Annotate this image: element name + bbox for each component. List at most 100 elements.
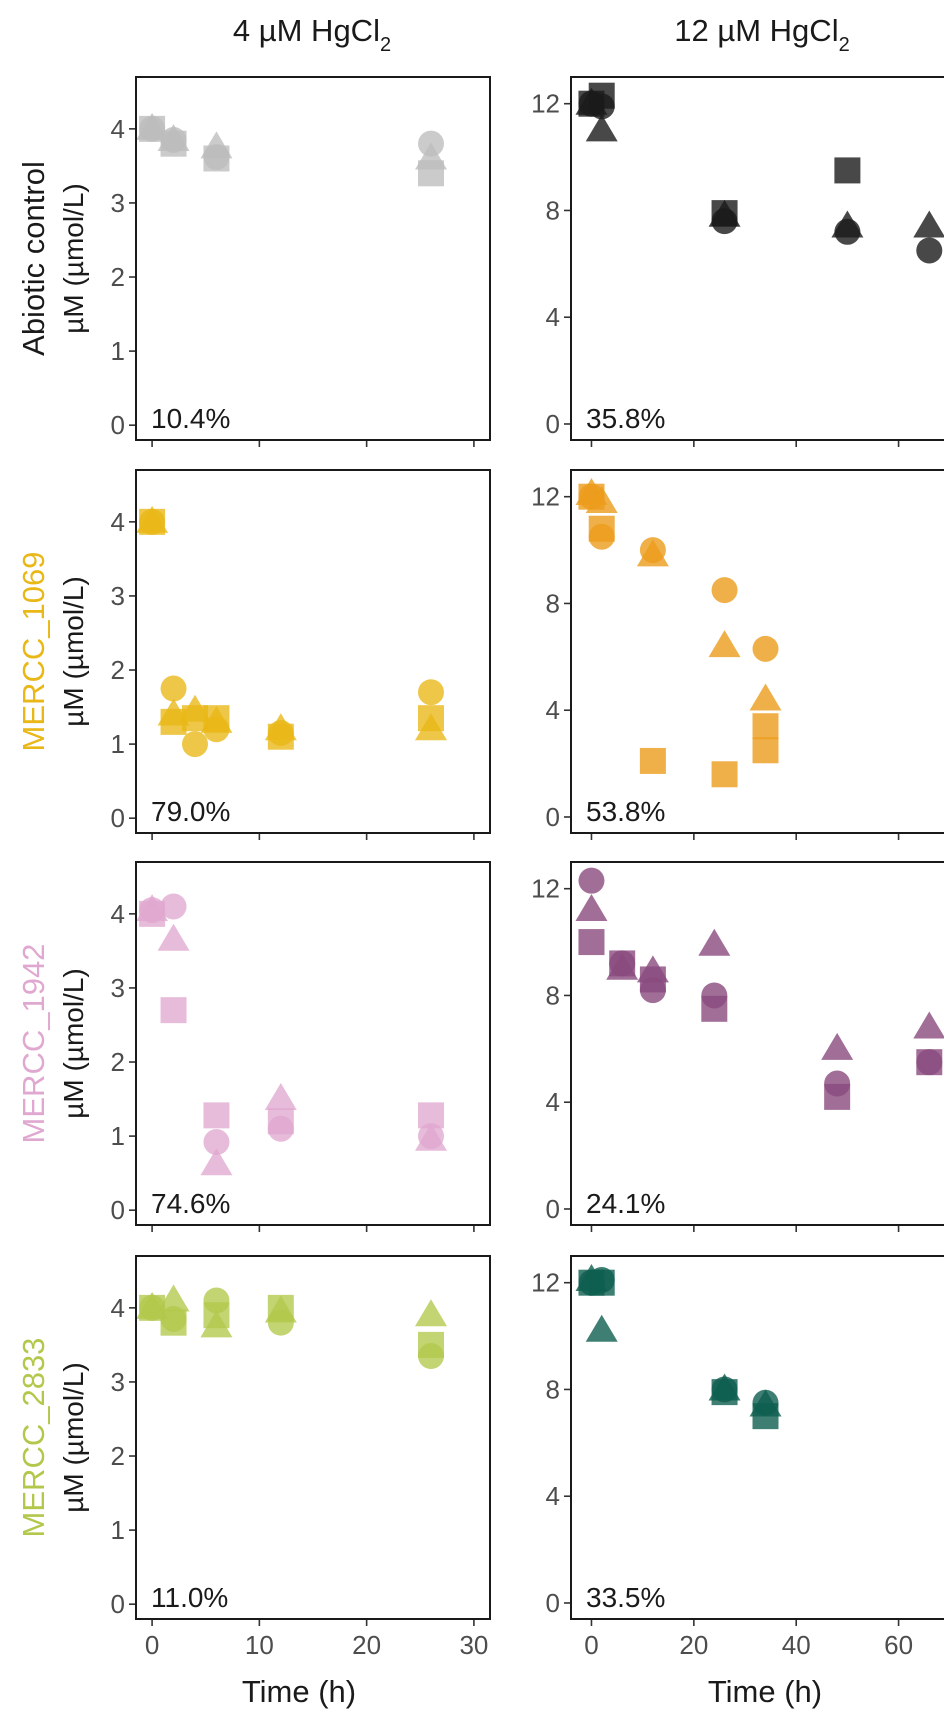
panel-r1-c0: 0 1 2 3 4 79.0% [111,469,491,840]
removal-percent-label: 74.6% [151,1188,230,1219]
data-point-square [752,713,779,740]
data-point-circle [203,1129,230,1156]
data-point-circle [578,867,605,894]
x-axis-title-left: Time (h) [242,1674,356,1709]
y-tick-label: 0 [546,802,560,832]
y-tick-label: 4 [546,302,560,332]
points [136,1284,447,1370]
y-tick-label: 4 [546,1087,560,1117]
data-point-triangle [913,1011,944,1039]
y-tick-label: 12 [531,874,560,904]
y-axis-title: µM (µmol/L) [58,1362,89,1513]
y-tick-label: 8 [546,980,560,1010]
data-point-square [203,1102,230,1129]
panel-border [135,469,491,834]
y-tick-label: 12 [531,89,560,119]
panel-border [570,1255,944,1620]
removal-percent-label: 11.0% [151,1582,228,1613]
column-title-12uM: 12 µM HgCl2 [674,13,849,56]
data-point-triangle [749,683,782,711]
removal-percent-label: 24.1% [586,1188,665,1219]
y-tick-label: 0 [111,410,125,440]
data-point-triangle [708,630,741,658]
row-labels: Abiotic control µM (µmol/L)MERCC_1069 µM (… [16,161,89,1537]
points [575,1264,782,1430]
data-point-square [588,82,615,109]
y-tick-label: 4 [546,695,560,725]
data-point-circle [182,731,208,758]
data-point-square [267,723,294,750]
y-axis-title: µM (µmol/L) [58,183,89,334]
data-point-square [418,1102,444,1129]
panel-r3-c0: 0 1 2 3 4 0 10 20 30 11.0% [111,1255,491,1660]
points [136,112,447,187]
data-point-triangle [585,114,618,142]
data-point-square [834,157,861,184]
data-point-square [418,160,444,187]
data-point-square [639,747,666,774]
data-point-square [578,929,605,956]
y-tick-label: 0 [111,1589,125,1619]
x-tick-label: 20 [679,1630,708,1660]
x-tick-label: 20 [352,1630,381,1660]
y-tick-label: 1 [111,336,125,366]
removal-percent-label: 53.8% [586,796,665,827]
data-point-square [752,1403,779,1430]
data-point-square [588,515,615,542]
y-tick-label: 4 [111,899,125,929]
panel-r2-c1: 0 4 8 12 24.1% [531,861,944,1232]
data-point-square [139,508,166,535]
data-point-circle [752,635,779,662]
y-tick-label: 2 [111,1047,125,1077]
panel-r0-c1: 0 4 8 12 35.8% [531,76,944,447]
panel-r2-c0: 0 1 2 3 4 74.6% [111,861,491,1232]
panel-border [570,861,944,1226]
data-point-square [160,997,187,1024]
removal-percent-label: 10.4% [151,403,230,434]
y-tick-label: 12 [531,1268,560,1298]
data-point-square [418,1331,444,1358]
y-tick-label: 3 [111,1367,125,1397]
removal-percent-label: 33.5% [586,1582,665,1613]
points [136,893,447,1176]
points [575,867,944,1110]
y-tick-label: 3 [111,973,125,1003]
data-point-circle [418,679,444,706]
y-tick-label: 0 [111,1195,125,1225]
row-label: MERCC_1069 [16,552,51,752]
data-point-triangle [698,928,731,956]
data-point-square [609,950,636,977]
points [575,82,944,264]
data-point-triangle [913,210,944,238]
y-tick-label: 3 [111,188,125,218]
y-tick-label: 0 [546,1194,560,1224]
removal-percent-label: 35.8% [586,403,665,434]
removal-percent-label: 79.0% [151,796,230,827]
y-tick-label: 1 [111,1515,125,1545]
data-point-triangle [415,1299,447,1327]
y-axis-title: µM (µmol/L) [58,576,89,727]
data-point-triangle [264,1083,297,1111]
x-tick-label: 60 [884,1630,913,1660]
row-label: MERCC_2833 [16,1338,51,1538]
y-tick-label: 3 [111,581,125,611]
data-point-circle [711,577,738,604]
panel-border [135,76,491,441]
data-point-square [418,705,444,732]
data-point-circle [160,675,187,702]
y-tick-label: 2 [111,262,125,292]
data-point-square [752,737,779,764]
data-point-square [824,1083,851,1110]
y-tick-label: 0 [111,803,125,833]
panel-r0-c0: 0 1 2 3 4 10.4% [111,76,491,447]
data-point-square [639,966,666,993]
y-tick-label: 4 [111,1293,125,1323]
panel-r3-c1: 0 4 8 12 0 20 40 60 33.5% [531,1255,944,1660]
data-point-triangle [575,894,608,922]
panel-border [570,76,944,441]
x-axis-title-right: Time (h) [708,1674,822,1709]
x-tick-label: 30 [459,1630,488,1660]
data-point-square [160,130,187,157]
y-axis-title: µM (µmol/L) [58,968,89,1119]
